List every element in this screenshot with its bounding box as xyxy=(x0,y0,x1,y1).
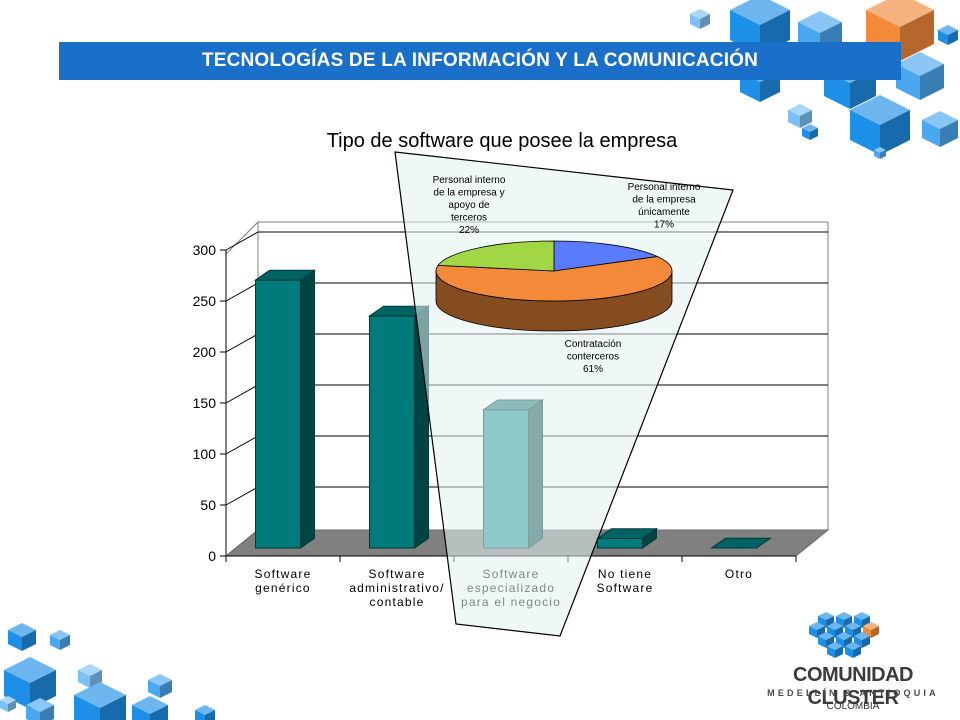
pie-label-line: Contratación xyxy=(565,339,622,350)
cube-shape xyxy=(850,95,910,155)
cube-shape xyxy=(788,104,812,128)
x-tick-label-line: Otro xyxy=(725,567,753,581)
cube-shape xyxy=(854,632,870,648)
cube-shape xyxy=(938,25,958,45)
cube-shape xyxy=(26,698,54,720)
logo-region: MEDELLÍN & ANTIOQUIA xyxy=(767,688,939,698)
cube-shape xyxy=(845,622,861,638)
gridline-side xyxy=(225,282,259,302)
cube-shape xyxy=(148,674,172,698)
pie-label-line: 61% xyxy=(583,364,603,375)
pie-label: Personal interno de la empresa y apoyo de t… xyxy=(433,175,506,236)
x-tick-label-line: Software xyxy=(255,567,312,581)
gridline-side xyxy=(225,435,259,455)
chart-title: Tipo de software que posee la empresa xyxy=(327,130,678,152)
bar-5 xyxy=(709,537,773,549)
comunidad-cluster-logo: COMUNIDAD CLUSTER MEDELLÍN & ANTIOQUIA C… xyxy=(766,604,940,714)
x-tick-label: No tiene Software xyxy=(597,567,654,595)
y-tick-label: 300 xyxy=(193,242,217,258)
cube-shape xyxy=(74,682,126,720)
cube-shape xyxy=(922,111,958,147)
pie-label-line: Personal interno xyxy=(628,182,701,193)
pie-slice-2 xyxy=(435,256,673,302)
gridline-side xyxy=(225,486,259,506)
x-tick-label: Software administrativo/contable xyxy=(349,567,444,609)
pie-label-line: terceros xyxy=(451,213,487,224)
cube-shape xyxy=(896,52,944,100)
pie-slice-3 xyxy=(437,240,555,272)
pie-label: Personal interno de la empresa únicamente 1… xyxy=(628,182,701,231)
pie-label-line: Personal interno xyxy=(433,175,506,186)
cube-shape xyxy=(195,705,215,720)
cube-shape xyxy=(809,622,825,638)
pie-label: Contratación conterceros 61% xyxy=(565,339,622,375)
pie-slice-1 xyxy=(553,240,659,272)
y-tick-label: 250 xyxy=(193,293,217,309)
gridline-side xyxy=(225,231,259,251)
cube-shape xyxy=(4,657,56,709)
x-tick-label-line: Software xyxy=(369,567,426,581)
pie-label-line: 22% xyxy=(459,225,479,236)
pie-label-line: apoyo de xyxy=(448,200,490,211)
bar-1 xyxy=(253,269,317,549)
page-title: TECNOLOGÍAS DE LA INFORMACIÓN Y LA COMUN… xyxy=(59,42,901,80)
cube-shape xyxy=(827,642,843,658)
cube-shape xyxy=(845,642,861,658)
logo-name: COMUNIDAD CLUSTER xyxy=(793,664,913,709)
pie-label-line: únicamente xyxy=(638,207,690,218)
pie-label-line: 17% xyxy=(654,220,674,231)
cube-shape xyxy=(132,696,168,720)
pie-label-line: de la empresa y xyxy=(433,188,504,199)
y-tick-label: 150 xyxy=(193,395,217,411)
logo-country: COLOMBIA xyxy=(826,701,880,712)
bar-4 xyxy=(595,527,659,549)
pie-label-line: conterceros xyxy=(567,352,619,363)
bar-2 xyxy=(367,305,431,549)
cube-shape xyxy=(690,9,710,29)
y-tick-label: 200 xyxy=(193,344,217,360)
pie-label-line: de la empresa xyxy=(632,195,696,206)
x-tick-label-line: genérico xyxy=(255,581,311,595)
cube-shape xyxy=(50,630,70,650)
y-tick-label: 100 xyxy=(193,446,217,462)
y-tick-label: 50 xyxy=(200,497,216,513)
cube-shape xyxy=(0,696,16,712)
x-tick-label-line: Software xyxy=(597,581,654,595)
cube-shape xyxy=(874,147,886,159)
plot-side-wall xyxy=(225,220,259,558)
x-tick-label-line: administrativo/ xyxy=(349,581,444,595)
gridline-side xyxy=(225,333,259,353)
y-tick-label: 0 xyxy=(208,548,216,564)
x-tick-label-line: No tiene xyxy=(598,567,652,581)
x-tick-label: Otro xyxy=(725,567,753,581)
x-tick-label: Software genérico xyxy=(255,567,312,595)
logo-cubes-icon xyxy=(809,612,879,658)
cube-shape xyxy=(8,623,36,651)
gridline-side xyxy=(225,384,259,404)
x-tick-label-line: contable xyxy=(370,595,425,609)
cube-shape xyxy=(802,124,818,140)
